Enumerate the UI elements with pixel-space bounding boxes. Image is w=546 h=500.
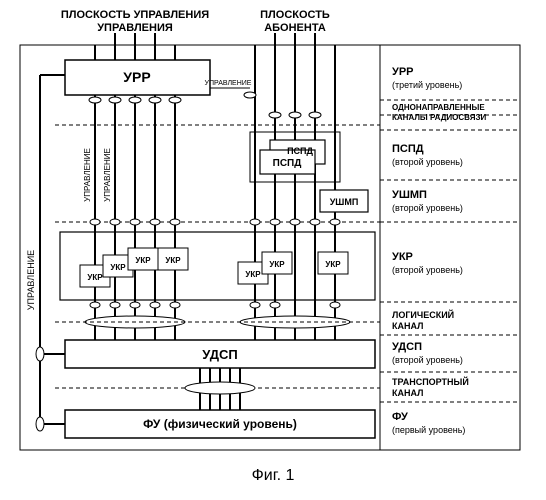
- yrr-box-label: УРР: [123, 69, 150, 85]
- fu-side-1: ФУ: [392, 411, 408, 423]
- fu-box-label: ФУ (физический уровень): [143, 417, 297, 431]
- control-vertical-label: УПРАВЛЕНИЕ: [26, 250, 36, 310]
- pspd-label-1: ПСПД: [287, 146, 313, 156]
- unidir-side-1: ОДНОНАПРАВЛЕННЫЕ: [392, 103, 485, 112]
- ukr-m1: УКР: [87, 273, 103, 282]
- protocol-stack-diagram: ПЛОСКОСТЬ УПРАВЛЕНИЯ УПРАВЛЕНИЯ ПЛОСКОСТ…: [0, 0, 546, 500]
- udsp-side-2: (второй уровень): [392, 355, 463, 365]
- yrr-side-1: УРР: [392, 66, 414, 78]
- ukr-m3: УКР: [135, 256, 151, 265]
- pspd-label-2: ПСПД: [273, 158, 302, 169]
- ukr-u1: УКР: [245, 270, 261, 279]
- logical-side-1: ЛОГИЧЕСКИЙ: [392, 309, 454, 320]
- transport-side-1: ТРАНСПОРТНЫЙ: [392, 376, 469, 387]
- ukr-u3: УКР: [325, 260, 341, 269]
- ukr-u2: УКР: [269, 260, 285, 269]
- header-right-2: АБОНЕНТА: [264, 22, 326, 34]
- ushmp-side-1: УШМП: [392, 189, 427, 201]
- ukr-side-2: (второй уровень): [392, 265, 463, 275]
- ctrl-inner-1: УПРАВЛЕНИЕ: [83, 148, 92, 202]
- ushmp-side-2: (второй уровень): [392, 203, 463, 213]
- pspd-side-1: ПСПД: [392, 143, 424, 155]
- udsp-box-label: УДСП: [202, 347, 237, 362]
- ukr-m4: УКР: [165, 256, 181, 265]
- pspd-side-2: (второй уровень): [392, 157, 463, 167]
- logical-side-2: КАНАЛ: [392, 321, 423, 331]
- yrr-ctrl-label: УПРАВЛЕНИЕ: [205, 80, 252, 87]
- unidir-side-2: КАНАЛЫ РАДИОСВЯЗИ: [392, 113, 486, 122]
- figure-caption: Фиг. 1: [252, 467, 295, 484]
- transport-side-2: КАНАЛ: [392, 388, 423, 398]
- ctrl-inner-2: УПРАВЛЕНИЕ: [103, 148, 112, 202]
- ukr-m2: УКР: [110, 263, 126, 272]
- fu-side-2: (первый уровень): [392, 425, 465, 435]
- header-left-2: УПРАВЛЕНИЯ: [97, 22, 173, 34]
- ushmp-box-label: УШМП: [330, 197, 359, 207]
- header-right: ПЛОСКОСТЬ: [260, 9, 330, 21]
- yrr-side-2: (третий уровень): [392, 80, 462, 90]
- udsp-side-1: УДСП: [392, 341, 422, 353]
- ukr-side-1: УКР: [392, 251, 413, 263]
- header-left: ПЛОСКОСТЬ УПРАВЛЕНИЯ: [61, 9, 209, 21]
